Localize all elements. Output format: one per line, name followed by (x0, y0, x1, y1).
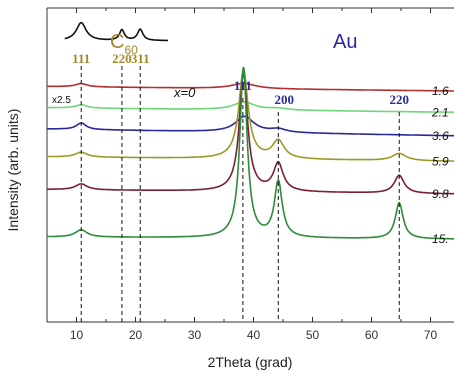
c60-title-main: C (110, 31, 124, 53)
series-layer (47, 21, 454, 240)
concentration-label: 3.6 (432, 129, 449, 143)
concentration-labels: 1.6 2.1 3.6 5.9 9.8 15. (431, 84, 449, 246)
series-line (47, 115, 454, 137)
concentration-label: 9.8 (432, 187, 449, 201)
c60-peak-label: 311 (131, 51, 150, 66)
x-zero-label: x=0 (173, 85, 196, 100)
c60-title-subscript: 60 (124, 43, 138, 57)
x-tick-label: 50 (306, 328, 320, 342)
x-axis-ticks: 10 20 30 40 50 60 70 (46, 8, 438, 342)
concentration-label: 1.6 (432, 84, 449, 98)
series-line (47, 82, 454, 92)
x-tick-label: 70 (424, 328, 438, 342)
series-line (47, 66, 454, 240)
c60-peak-label: 220 (112, 51, 132, 66)
x-tick-label: 30 (188, 328, 202, 342)
c60-title: C60 (110, 31, 138, 57)
series-line (47, 70, 454, 195)
series-line (47, 68, 454, 162)
x-tick-label: 10 (70, 328, 84, 342)
x-axis-label: 2Theta (grad) (208, 354, 293, 370)
peak-marker-lines (80, 66, 400, 322)
x-tick-label: 40 (247, 328, 261, 342)
scale-factor-label: x2.5 (52, 95, 71, 106)
plot-frame (46, 7, 454, 323)
c60-peak-label: 111 (72, 51, 90, 66)
x-tick-label: 60 (365, 328, 379, 342)
au-peak-label: 111 (234, 78, 252, 93)
x-tick-label: 20 (129, 328, 143, 342)
au-title: Au (333, 31, 357, 53)
au-peak-label: 200 (275, 92, 295, 107)
concentration-label: 5.9 (432, 154, 449, 168)
concentration-label: 15. (432, 232, 449, 246)
concentration-label: 2.1 (431, 105, 449, 119)
au-peak-label: 220 (389, 92, 409, 107)
series-line (47, 101, 454, 113)
y-axis-label: Intensity (arb. units) (5, 109, 21, 232)
series-line (64, 21, 168, 42)
